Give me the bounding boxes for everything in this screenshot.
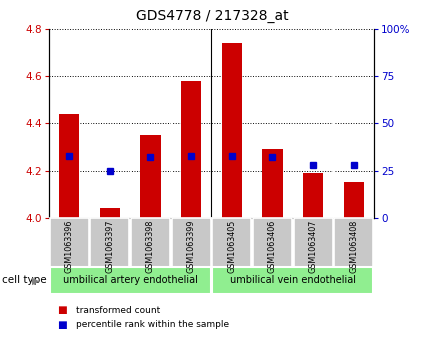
Text: umbilical artery endothelial: umbilical artery endothelial bbox=[63, 276, 198, 285]
Bar bbox=[221, 43, 242, 218]
Text: cell type: cell type bbox=[2, 276, 47, 285]
Text: ▶: ▶ bbox=[32, 276, 40, 285]
Text: GSM1063408: GSM1063408 bbox=[349, 220, 358, 273]
Text: percentile rank within the sample: percentile rank within the sample bbox=[76, 321, 230, 329]
Text: ■: ■ bbox=[57, 320, 67, 330]
Bar bbox=[59, 114, 79, 218]
Bar bbox=[343, 182, 364, 218]
Text: GSM1063398: GSM1063398 bbox=[146, 220, 155, 273]
Text: GSM1063406: GSM1063406 bbox=[268, 220, 277, 273]
Bar bbox=[140, 135, 161, 218]
Text: GSM1063399: GSM1063399 bbox=[187, 220, 196, 273]
Bar bbox=[181, 81, 201, 218]
Bar bbox=[262, 149, 283, 218]
Text: umbilical vein endothelial: umbilical vein endothelial bbox=[230, 276, 356, 285]
Text: ■: ■ bbox=[57, 305, 67, 315]
Text: GSM1063396: GSM1063396 bbox=[65, 220, 74, 273]
Text: GSM1063407: GSM1063407 bbox=[309, 220, 317, 273]
Text: GDS4778 / 217328_at: GDS4778 / 217328_at bbox=[136, 9, 289, 23]
Text: GSM1063397: GSM1063397 bbox=[105, 220, 114, 273]
Text: transformed count: transformed count bbox=[76, 306, 161, 315]
Text: GSM1063405: GSM1063405 bbox=[227, 220, 236, 273]
Bar bbox=[303, 173, 323, 218]
Bar bbox=[100, 208, 120, 218]
